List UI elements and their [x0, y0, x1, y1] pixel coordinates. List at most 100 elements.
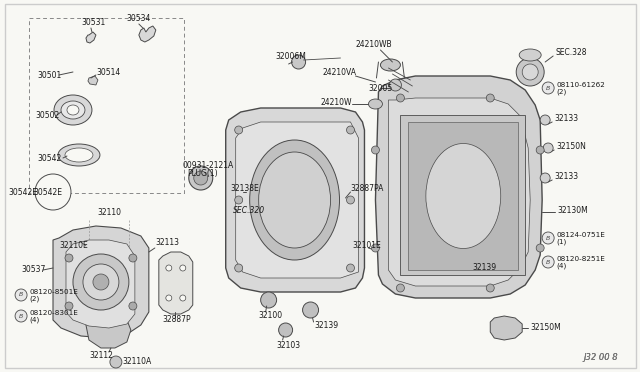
Circle shape — [396, 284, 404, 292]
Text: (2): (2) — [556, 89, 566, 95]
Ellipse shape — [65, 148, 93, 162]
Polygon shape — [86, 32, 96, 43]
Text: 32006M: 32006M — [276, 51, 307, 61]
Ellipse shape — [416, 131, 511, 261]
Bar — [29, 18, 184, 193]
Circle shape — [371, 244, 380, 252]
Polygon shape — [376, 76, 542, 298]
Text: 32133: 32133 — [554, 113, 579, 122]
Text: (4): (4) — [556, 263, 566, 269]
Text: 30502: 30502 — [35, 110, 60, 119]
Ellipse shape — [380, 59, 401, 71]
Text: 32005: 32005 — [369, 83, 393, 93]
Ellipse shape — [58, 144, 100, 166]
Text: 32887P: 32887P — [163, 315, 191, 324]
Circle shape — [235, 264, 243, 272]
Circle shape — [486, 284, 494, 292]
Circle shape — [241, 184, 257, 200]
Text: 08124-0751E: 08124-0751E — [556, 232, 605, 238]
Circle shape — [35, 174, 71, 210]
Circle shape — [303, 302, 319, 318]
Text: J32 00 8: J32 00 8 — [584, 353, 618, 362]
Text: 32150N: 32150N — [556, 141, 586, 151]
Ellipse shape — [61, 101, 85, 119]
Circle shape — [542, 82, 554, 94]
Text: SEC.320: SEC.320 — [233, 205, 265, 215]
Text: (4): (4) — [29, 317, 39, 323]
Circle shape — [542, 256, 554, 268]
Circle shape — [516, 58, 544, 86]
Circle shape — [15, 310, 27, 322]
Circle shape — [522, 64, 538, 80]
Circle shape — [278, 323, 292, 337]
Text: 30537: 30537 — [21, 266, 45, 275]
Circle shape — [194, 171, 208, 185]
Circle shape — [189, 166, 212, 190]
Text: 24210W: 24210W — [321, 97, 352, 106]
Text: 32112: 32112 — [89, 350, 113, 359]
Ellipse shape — [259, 152, 330, 248]
Circle shape — [15, 289, 27, 301]
Text: B: B — [546, 235, 550, 241]
Text: 32150M: 32150M — [530, 324, 561, 333]
Text: 30501: 30501 — [37, 71, 61, 80]
Circle shape — [371, 146, 380, 154]
Circle shape — [235, 196, 243, 204]
Circle shape — [180, 265, 186, 271]
Text: B: B — [546, 86, 550, 90]
Circle shape — [83, 264, 119, 300]
Circle shape — [129, 254, 137, 262]
Text: 24210VA: 24210VA — [323, 67, 356, 77]
Bar — [408, 122, 518, 270]
Text: 24210WB: 24210WB — [355, 39, 392, 48]
Polygon shape — [226, 108, 364, 292]
Polygon shape — [86, 318, 131, 348]
Text: 08120-8301E: 08120-8301E — [29, 310, 78, 316]
Circle shape — [110, 356, 122, 368]
Text: 32138E: 32138E — [230, 183, 259, 192]
Ellipse shape — [519, 49, 541, 61]
Circle shape — [73, 254, 129, 310]
Circle shape — [260, 292, 276, 308]
Circle shape — [543, 143, 553, 153]
Text: 30542E: 30542E — [33, 187, 62, 196]
Text: 32113: 32113 — [156, 237, 180, 247]
Polygon shape — [159, 252, 193, 314]
Circle shape — [292, 55, 305, 69]
Text: B: B — [19, 314, 23, 318]
Text: 08110-61262: 08110-61262 — [556, 82, 605, 88]
Text: 32101E: 32101E — [353, 241, 381, 250]
Polygon shape — [490, 316, 522, 340]
Circle shape — [540, 115, 550, 125]
Text: 30542E: 30542E — [8, 187, 37, 196]
Circle shape — [536, 146, 544, 154]
Circle shape — [93, 274, 109, 290]
Text: 32110: 32110 — [97, 208, 121, 217]
Circle shape — [346, 126, 355, 134]
Circle shape — [486, 94, 494, 102]
Bar — [401, 115, 525, 275]
Polygon shape — [88, 76, 98, 85]
Text: 32887PA: 32887PA — [351, 183, 384, 192]
Text: B: B — [546, 260, 550, 264]
Ellipse shape — [369, 99, 383, 109]
Circle shape — [65, 302, 73, 310]
Text: 30531: 30531 — [81, 17, 105, 26]
Text: 30514: 30514 — [96, 67, 120, 77]
Polygon shape — [236, 122, 358, 278]
Text: (2): (2) — [29, 296, 39, 302]
Text: 32133: 32133 — [554, 171, 579, 180]
Text: B: B — [19, 292, 23, 298]
Circle shape — [180, 295, 186, 301]
Polygon shape — [388, 98, 530, 286]
Text: 32139: 32139 — [315, 321, 339, 330]
Text: SEC.328: SEC.328 — [555, 48, 587, 57]
Text: 08120-8251E: 08120-8251E — [556, 256, 605, 262]
Circle shape — [492, 262, 504, 274]
Text: 32139: 32139 — [472, 263, 497, 273]
Text: 30542: 30542 — [37, 154, 61, 163]
Circle shape — [129, 302, 137, 310]
Text: 32103: 32103 — [276, 340, 301, 350]
Circle shape — [346, 264, 355, 272]
Circle shape — [346, 196, 355, 204]
